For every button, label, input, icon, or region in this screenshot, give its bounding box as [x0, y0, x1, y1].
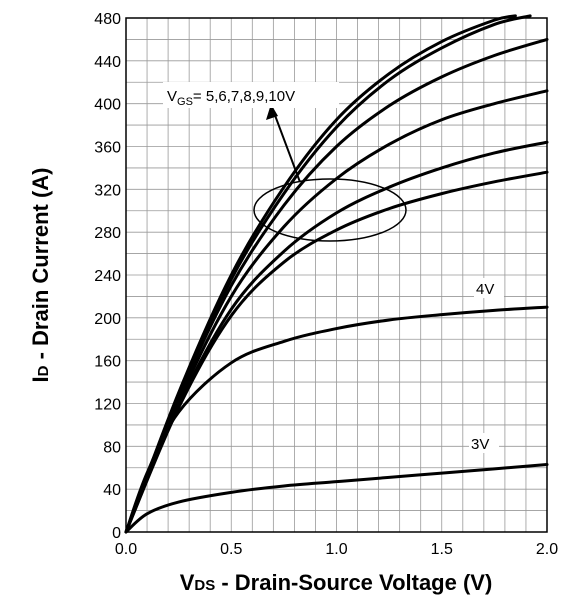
y-tick-label: 320	[94, 182, 121, 199]
series-line-vgs-7v	[124, 89, 549, 534]
y-axis-title: ID - Drain Current (A)	[28, 168, 53, 383]
y-tick-label: 400	[94, 97, 121, 114]
y-tick-label: 440	[94, 54, 121, 71]
series-line-vgs-8v	[124, 37, 549, 534]
axis-ticks: 0.0 0.5 1.0 1.5 2.0 0 40 80 120 160 200 240 280 320 36…	[94, 11, 558, 558]
y-tick-label: 40	[103, 482, 121, 499]
label-4v: 4V	[476, 281, 494, 298]
y-tick-label: 280	[94, 225, 121, 242]
vgs-group-label: VGS= 5,6,7,8,9,10V	[167, 88, 295, 108]
label-3v-bg	[469, 433, 499, 453]
vgs-group-arrowhead	[266, 104, 278, 120]
x-tick-label: 0.0	[115, 541, 137, 558]
y-tick-label: 240	[94, 268, 121, 285]
x-tick-label: 0.5	[220, 541, 242, 558]
x-tick-label: 2.0	[536, 541, 558, 558]
y-tick-label: 200	[94, 311, 121, 328]
series-line-vgs-3v	[124, 463, 549, 534]
y-tick-label: 480	[94, 11, 121, 28]
series-lines	[124, 14, 549, 534]
vgs-group-ellipse	[253, 178, 407, 242]
annotations: VGS= 5,6,7,8,9,10V 4V 3V	[163, 82, 504, 453]
y-tick-label: 0	[112, 525, 121, 542]
y-tick-label: 160	[94, 354, 121, 371]
y-tick-label: 80	[103, 439, 121, 456]
label-4v-bg	[474, 278, 504, 298]
y-tick-label: 360	[94, 140, 121, 157]
vgs-label-bg	[163, 82, 339, 108]
x-tick-label: 1.5	[431, 541, 453, 558]
label-3v: 3V	[471, 436, 489, 453]
x-axis-title: VDS - Drain-Source Voltage (V)	[180, 570, 493, 595]
plot-frame	[125, 17, 548, 533]
vgs-group-arrow	[272, 109, 301, 183]
series-line-vgs-4v	[124, 305, 549, 534]
y-tick-label: 120	[94, 397, 121, 414]
x-tick-label: 1.0	[325, 541, 347, 558]
